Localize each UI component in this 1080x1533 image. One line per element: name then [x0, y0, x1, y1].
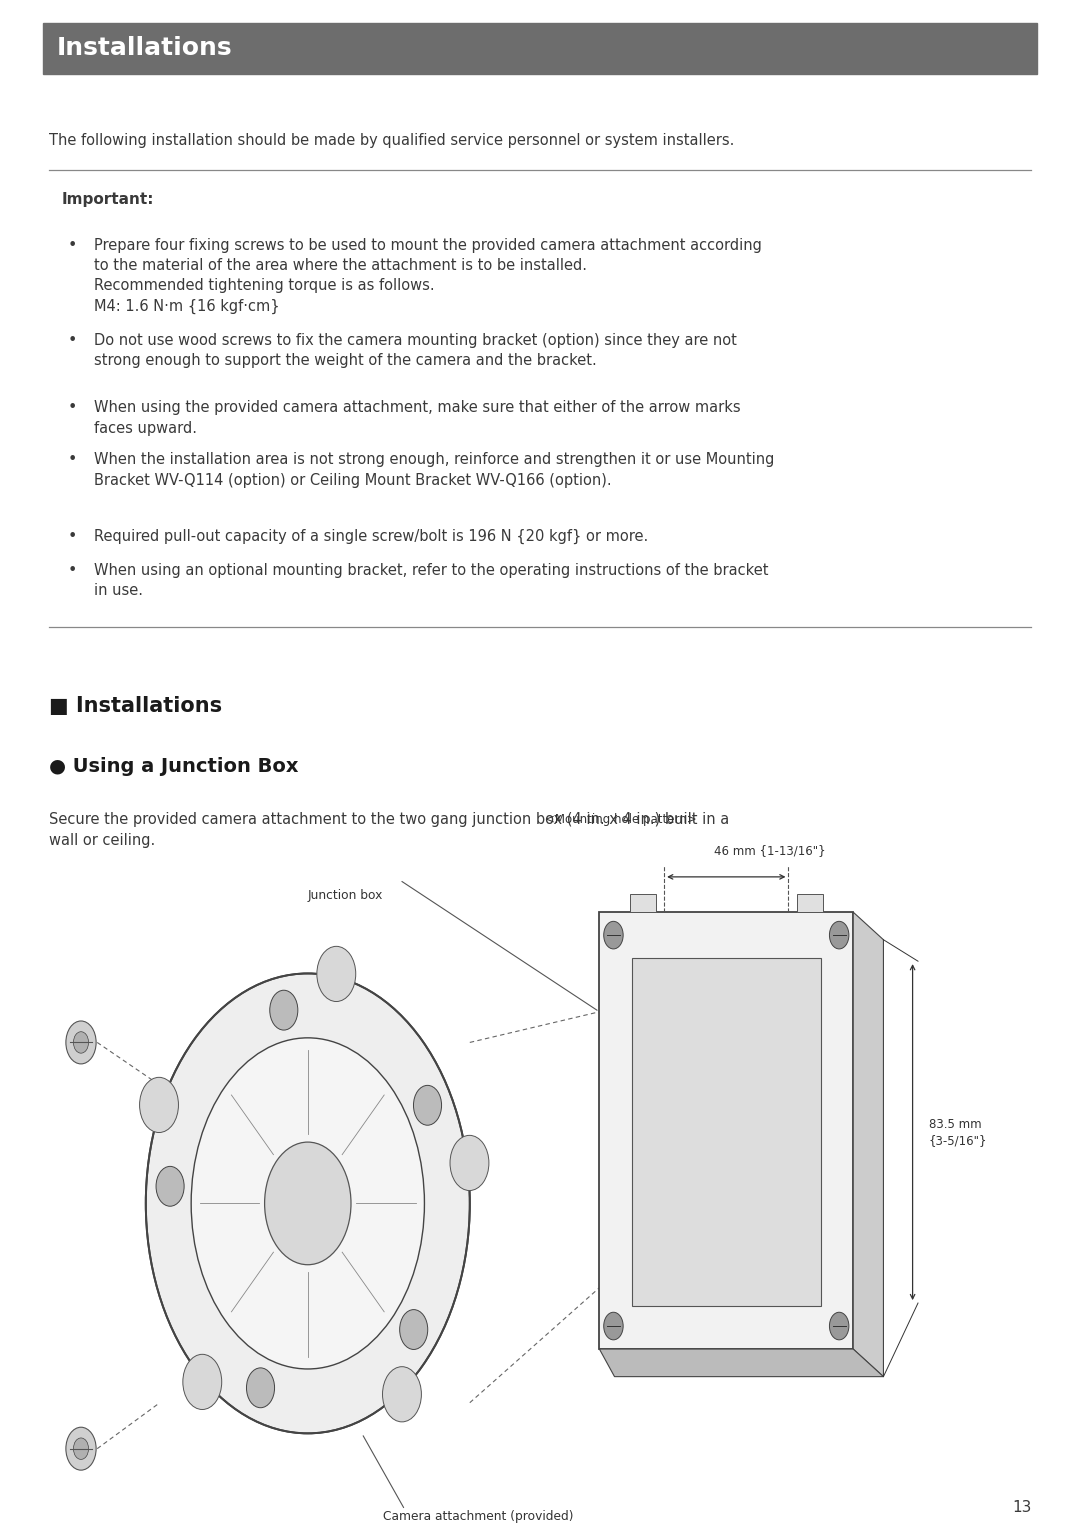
Circle shape [156, 1167, 184, 1206]
Text: Do not use wood screws to fix the camera mounting bracket (option) since they ar: Do not use wood screws to fix the camera… [94, 333, 737, 368]
Circle shape [400, 1309, 428, 1349]
Polygon shape [599, 912, 853, 1349]
Text: •: • [68, 529, 78, 544]
Circle shape [316, 946, 355, 1001]
Circle shape [66, 1021, 96, 1064]
Polygon shape [632, 958, 821, 1306]
Polygon shape [599, 1349, 883, 1377]
Bar [43, 23, 1037, 74]
Text: •: • [68, 563, 78, 578]
Circle shape [829, 1312, 849, 1340]
Text: •: • [68, 400, 78, 415]
Text: ● Using a Junction Box: ● Using a Junction Box [49, 757, 298, 776]
Text: 13: 13 [1012, 1499, 1031, 1515]
Circle shape [829, 921, 849, 949]
Text: Required pull-out capacity of a single screw/bolt is 196 N {20 kgf} or more.: Required pull-out capacity of a single s… [94, 529, 648, 544]
Circle shape [73, 1032, 89, 1053]
Circle shape [270, 990, 298, 1030]
Polygon shape [797, 894, 823, 912]
Text: 83.5 mm
{3-5/16"}: 83.5 mm {3-5/16"} [929, 1118, 987, 1147]
Circle shape [604, 1312, 623, 1340]
Text: ■ Installations: ■ Installations [49, 696, 221, 716]
Circle shape [66, 1427, 96, 1470]
Text: Junction box: Junction box [308, 889, 383, 901]
Circle shape [246, 1367, 274, 1407]
Circle shape [191, 1038, 424, 1369]
Text: 46 mm {1-13/16"}: 46 mm {1-13/16"} [714, 845, 825, 857]
Text: When using the provided camera attachment, make sure that either of the arrow ma: When using the provided camera attachmen… [94, 400, 741, 435]
Circle shape [382, 1367, 421, 1423]
Circle shape [265, 1142, 351, 1265]
Circle shape [73, 1438, 89, 1459]
Text: When the installation area is not strong enough, reinforce and strengthen it or : When the installation area is not strong… [94, 452, 774, 487]
Text: Secure the provided camera attachment to the two gang junction box (4 in. x 4 in: Secure the provided camera attachment to… [49, 812, 729, 848]
Text: •: • [68, 333, 78, 348]
Text: When using an optional mounting bracket, refer to the operating instructions of : When using an optional mounting bracket,… [94, 563, 769, 598]
Circle shape [146, 973, 470, 1433]
Circle shape [604, 921, 623, 949]
Circle shape [450, 1136, 489, 1191]
Text: •: • [68, 238, 78, 253]
Text: The following installation should be made by qualified service personnel or syst: The following installation should be mad… [49, 133, 734, 149]
Circle shape [139, 1078, 178, 1133]
Text: Important:: Important: [62, 192, 154, 207]
Polygon shape [630, 894, 656, 912]
Text: <Mounting hole pattern>: <Mounting hole pattern> [545, 814, 697, 826]
Text: Installations: Installations [57, 37, 233, 60]
Text: •: • [68, 452, 78, 468]
Circle shape [414, 1085, 442, 1125]
Polygon shape [853, 912, 883, 1377]
Text: Camera attachment (provided): Camera attachment (provided) [383, 1510, 573, 1522]
Circle shape [183, 1354, 221, 1409]
Text: Prepare four fixing screws to be used to mount the provided camera attachment ac: Prepare four fixing screws to be used to… [94, 238, 761, 314]
